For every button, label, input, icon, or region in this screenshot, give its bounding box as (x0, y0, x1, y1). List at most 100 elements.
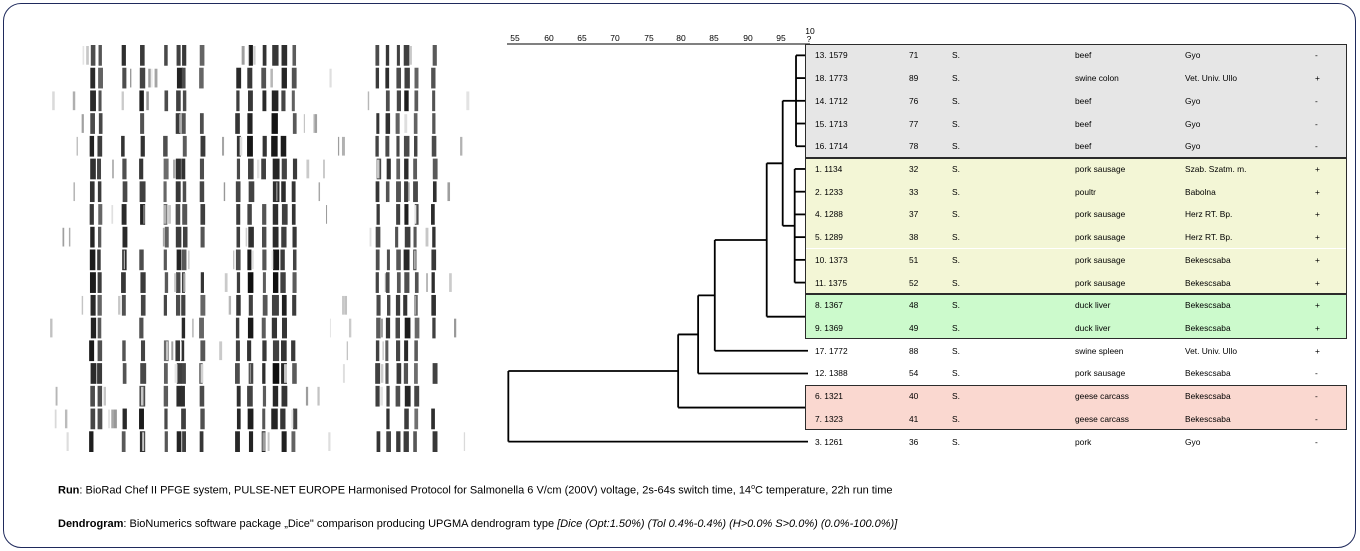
gel-band (200, 408, 205, 430)
gel-band (413, 158, 418, 180)
gel-band (395, 294, 401, 316)
isolate-source: beef (1075, 118, 1092, 129)
gel-band (175, 294, 181, 316)
isolate-species: S. (952, 300, 960, 311)
gel-band (98, 204, 103, 225)
gel-band (281, 385, 288, 407)
gel-band (375, 272, 379, 293)
gel-band (431, 67, 436, 89)
isolate-location: Gyo (1185, 118, 1201, 129)
gel-band (318, 182, 321, 202)
scale-tick-label: 85 (709, 33, 719, 43)
gel-band (122, 226, 128, 248)
gel-band (292, 408, 298, 430)
isolate-key: 9. 1369 (815, 323, 843, 334)
isolate-number: 38 (909, 232, 919, 243)
gel-band (396, 204, 401, 225)
isolate-species: S. (952, 50, 960, 61)
gel-band (176, 249, 182, 271)
isolate-species: S. (952, 232, 960, 243)
isolate-number: 32 (909, 163, 919, 174)
scale-tick-label: 95 (776, 33, 786, 43)
gel-band (272, 272, 279, 293)
gel-band (176, 45, 181, 66)
gel-band (432, 181, 437, 203)
gel-band (262, 90, 267, 112)
gel-band (272, 45, 279, 66)
gel-band (380, 386, 383, 406)
gel-band (52, 91, 55, 111)
gel-band (396, 272, 401, 293)
gel-band (235, 363, 240, 384)
gel-band (139, 181, 146, 203)
gel-band (375, 181, 380, 203)
gel-band (247, 67, 253, 89)
gel-band (369, 227, 372, 247)
gel-band (432, 113, 436, 134)
gel-band (281, 204, 288, 225)
gel-band (257, 159, 260, 179)
gel-band (181, 317, 186, 339)
isolate-source: geese carcass (1075, 391, 1129, 402)
gel-band (222, 136, 225, 156)
gel-band (281, 294, 287, 316)
isolate-key: 4. 1288 (815, 209, 843, 220)
gel-band (247, 340, 252, 362)
gel-band (66, 432, 69, 451)
gel-band (174, 364, 178, 383)
isolate-number: 48 (909, 300, 919, 311)
gel-band (121, 135, 125, 157)
gel-band (139, 317, 144, 339)
isolate-key: 17. 1772 (815, 345, 848, 356)
gel-band (142, 432, 145, 451)
isolate-sign: - (1315, 413, 1318, 424)
gel-band (247, 408, 254, 430)
dendrogram-text: : BioNumerics software package „Dice" co… (123, 518, 558, 530)
run-caption: Run: BioRad Chef II PFGE system, PULSE-N… (58, 484, 893, 497)
gel-band (404, 317, 411, 339)
gel-band (89, 340, 95, 362)
gel-band (181, 340, 185, 362)
gel-band (291, 90, 295, 112)
gel-band (236, 135, 241, 157)
gel-band (375, 363, 381, 384)
gel-band (235, 340, 240, 362)
gel-band (164, 431, 168, 452)
gel-band (148, 68, 151, 88)
gel-band (337, 136, 340, 156)
isolate-sign: - (1315, 118, 1318, 129)
gel-band (241, 46, 245, 65)
gel-band (166, 341, 168, 361)
gel-band (262, 408, 266, 430)
gel-band (386, 249, 390, 271)
gel-band (284, 364, 288, 383)
isolate-species: S. (952, 73, 960, 84)
gel-band (386, 408, 390, 430)
isolate-number: 51 (909, 254, 919, 265)
gel-band (98, 67, 103, 89)
gel-band (292, 272, 297, 293)
gel-band (143, 205, 145, 224)
isolate-key: 16. 1714 (815, 141, 848, 152)
isolate-number: 52 (909, 277, 919, 288)
gel-band (140, 294, 146, 316)
gel-band (247, 272, 254, 293)
gel-band (414, 317, 420, 339)
isolate-key: 1. 1134 (815, 163, 843, 174)
gel-band (404, 385, 411, 407)
gel-band (146, 91, 149, 111)
gel-band (176, 363, 183, 384)
isolate-key: 10. 1373 (815, 254, 848, 265)
isolate-location: Gyo (1185, 50, 1201, 61)
gel-band (281, 317, 287, 339)
gel-band (272, 385, 279, 407)
gel-band (432, 45, 437, 66)
gel-band (235, 181, 241, 203)
isolate-key: 6. 1321 (815, 391, 843, 402)
gel-band (414, 204, 419, 225)
gel-band (90, 158, 96, 180)
gel-band (81, 114, 84, 133)
gel-band (413, 226, 417, 248)
gel-band (425, 227, 429, 247)
isolate-species: S. (952, 436, 960, 447)
